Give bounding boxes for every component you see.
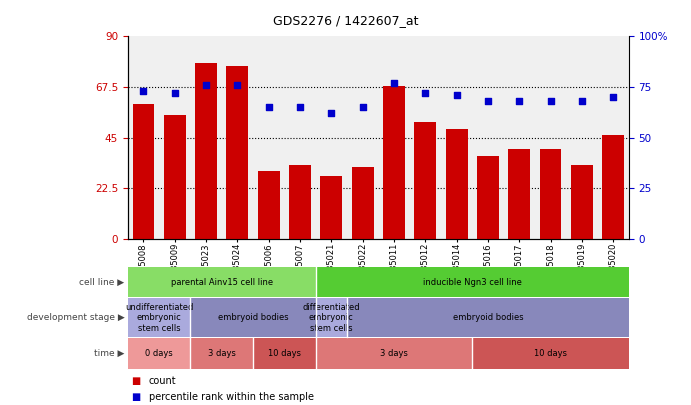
Text: parental Ainv15 cell line: parental Ainv15 cell line (171, 277, 273, 287)
Point (419, 90, 430, 96)
Bar (258, 171, 280, 239)
Bar (195, 64, 217, 239)
Bar (227, 66, 248, 239)
Bar (415, 122, 436, 239)
Bar (509, 149, 530, 239)
Bar (446, 129, 468, 239)
Bar (540, 149, 562, 239)
Text: development stage ▶: development stage ▶ (27, 313, 124, 322)
Bar (321, 176, 342, 239)
Point (169, 90, 180, 96)
Point (576, 98, 587, 104)
Point (545, 98, 556, 104)
Point (200, 82, 211, 88)
Point (232, 82, 243, 88)
Point (482, 98, 493, 104)
Text: ■: ■ (131, 376, 140, 386)
Text: 10 days: 10 days (268, 349, 301, 358)
Text: inducible Ngn3 cell line: inducible Ngn3 cell line (423, 277, 522, 287)
Point (607, 94, 618, 100)
Bar (133, 104, 155, 239)
Bar (352, 167, 374, 239)
Text: cell line ▶: cell line ▶ (79, 277, 124, 287)
Bar (164, 115, 186, 239)
Point (513, 98, 524, 104)
Bar (289, 165, 311, 239)
Text: undifferentiated
embryonic
stem cells: undifferentiated embryonic stem cells (125, 303, 193, 333)
Point (326, 110, 337, 117)
Point (294, 104, 305, 111)
Text: GDS2276 / 1422607_at: GDS2276 / 1422607_at (273, 14, 418, 27)
Point (138, 88, 149, 94)
Text: embryoid bodies: embryoid bodies (218, 313, 288, 322)
Bar (602, 135, 624, 239)
Text: differentiated
embryonic
stem cells: differentiated embryonic stem cells (303, 303, 360, 333)
Text: 3 days: 3 days (208, 349, 236, 358)
Point (388, 80, 399, 86)
Text: 0 days: 0 days (145, 349, 173, 358)
Point (357, 104, 368, 111)
Text: 10 days: 10 days (534, 349, 567, 358)
Text: ■: ■ (131, 392, 140, 402)
Text: 3 days: 3 days (380, 349, 408, 358)
Text: embryoid bodies: embryoid bodies (453, 313, 523, 322)
Bar (571, 165, 593, 239)
Text: count: count (149, 376, 176, 386)
Bar (477, 156, 499, 239)
Text: time ▶: time ▶ (94, 349, 124, 358)
Point (451, 92, 462, 98)
Point (263, 104, 274, 111)
Bar (383, 86, 405, 239)
Text: percentile rank within the sample: percentile rank within the sample (149, 392, 314, 402)
